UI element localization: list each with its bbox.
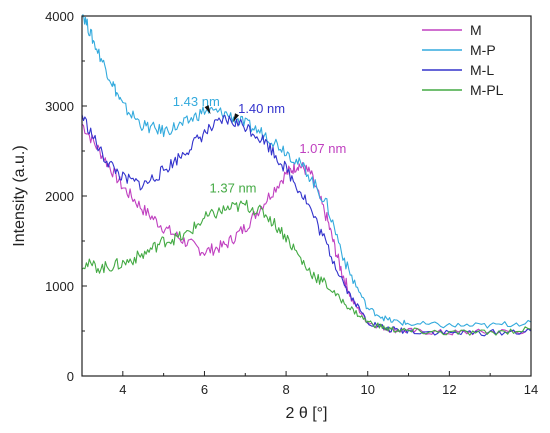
legend-label-m-pl: M-PL <box>470 82 504 98</box>
x-tick-label: 4 <box>119 382 126 397</box>
series-line-m-pl <box>81 199 532 336</box>
series-line-m-p <box>81 14 532 329</box>
y-tick-label: 0 <box>67 369 74 384</box>
x-tick-label: 12 <box>442 382 456 397</box>
series-layer <box>81 14 532 337</box>
annotation-arrow <box>204 105 211 115</box>
series-line-m <box>81 123 532 336</box>
x-tick-label: 6 <box>201 382 208 397</box>
x-tick-label: 14 <box>524 382 538 397</box>
y-tick-label: 3000 <box>45 99 74 114</box>
annotations-layer: 1.43 nm 1.40 nm 1.07 nm 1.37 nm <box>173 94 347 195</box>
peak-annotation: 1.43 nm <box>173 94 220 109</box>
legend-label-m-l: M-L <box>470 62 494 78</box>
x-tick-label: 8 <box>282 382 289 397</box>
legend-label-m: M <box>470 22 482 38</box>
peak-annotation: 1.07 nm <box>299 141 346 156</box>
y-tick-label: 2000 <box>45 189 74 204</box>
peak-annotation: 1.37 nm <box>210 180 257 195</box>
y-tick-label: 1000 <box>45 279 74 294</box>
annotation-arrow <box>233 113 240 123</box>
ticks-layer: 4 6 8 10 12 14 0 1000 2000 3000 4000 <box>45 9 538 397</box>
y-axis-title: Intensity (a.u.) <box>11 145 28 246</box>
y-tick-label: 4000 <box>45 9 74 24</box>
x-axis-title: 2 θ [°] <box>286 405 328 422</box>
x-tick-label: 10 <box>360 382 374 397</box>
legend-label-m-p: M-P <box>470 42 496 58</box>
legend: M M-P M-L M-PL <box>422 22 504 98</box>
peak-annotation: 1.40 nm <box>238 101 285 116</box>
